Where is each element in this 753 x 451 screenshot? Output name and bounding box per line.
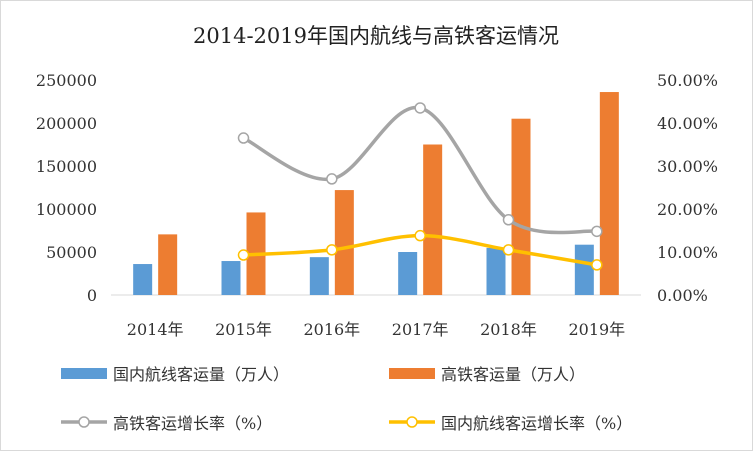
x-tick-label: 2018年: [480, 320, 537, 339]
bar-domestic-air: [133, 264, 153, 295]
y-left-tick-label: 100000: [36, 200, 97, 219]
bar-high-speed-rail: [158, 234, 178, 295]
legend-label: 高铁客运量（万人）: [441, 365, 585, 384]
legend-label: 高铁客运增长率（%）: [113, 414, 272, 433]
y-left-tick-label: 250000: [36, 71, 97, 90]
legend-swatch: [61, 368, 107, 379]
bar-domestic-air: [309, 257, 329, 295]
line-hsr-growth: [241, 106, 599, 235]
legend-marker: [78, 416, 90, 428]
marker-hsr-growth: [591, 225, 603, 238]
x-tick-label: 2019年: [568, 320, 625, 339]
marker-air-growth: [414, 229, 426, 242]
y-left-tick-label: 200000: [36, 114, 97, 133]
marker-hsr-growth: [326, 173, 338, 185]
legend-label: 国内航线客运量（万人）: [113, 365, 289, 384]
legend-label: 国内航线客运增长率（%）: [441, 414, 632, 433]
chart-title: 2014-2019年国内航线与高铁客运情况: [193, 24, 559, 48]
marker-hsr-growth: [237, 132, 250, 144]
y-left-tick-label: 50000: [46, 243, 97, 262]
marker-hsr-growth: [414, 102, 426, 114]
bar-domestic-air: [486, 247, 506, 295]
y-right-tick-label: 10.00%: [657, 243, 718, 262]
y-right-tick-label: 30.00%: [657, 157, 718, 176]
y-left-tick-label: 0: [87, 286, 97, 305]
marker-air-growth: [591, 259, 603, 271]
bar-domestic-air: [398, 252, 418, 295]
marker-hsr-growth: [502, 214, 515, 226]
marker-air-growth: [502, 244, 515, 256]
bar-high-speed-rail: [334, 190, 354, 295]
plot-area: 0 50000 100000 150000 200000 250000 0.00% 10.00…: [36, 71, 718, 339]
bar-high-speed-rail: [599, 92, 619, 295]
bar-high-speed-rail: [423, 144, 443, 295]
y-left-tick-label: 150000: [36, 157, 97, 176]
y-right-tick-label: 40.00%: [657, 114, 718, 133]
bar-domestic-air: [221, 261, 241, 295]
marker-air-growth: [326, 244, 338, 256]
legend: 国内航线客运量（万人） 高铁客运量（万人） 高铁客运增长率（%） 国内航线客运增长率（…: [61, 365, 632, 433]
marker-air-growth: [237, 249, 250, 261]
bar-high-speed-rail: [511, 118, 531, 295]
legend-marker: [406, 416, 418, 428]
x-tick-label: 2016年: [303, 320, 360, 339]
x-tick-label: 2017年: [392, 320, 449, 339]
y-right-tick-label: 50.00%: [657, 71, 718, 90]
legend-swatch: [389, 368, 435, 379]
x-tick-label: 2014年: [127, 320, 184, 339]
y-right-tick-label: 20.00%: [657, 200, 718, 219]
y-right-tick-label: 0.00%: [657, 286, 708, 305]
bar-domestic-air: [574, 244, 594, 295]
x-tick-label: 2015年: [215, 320, 272, 339]
